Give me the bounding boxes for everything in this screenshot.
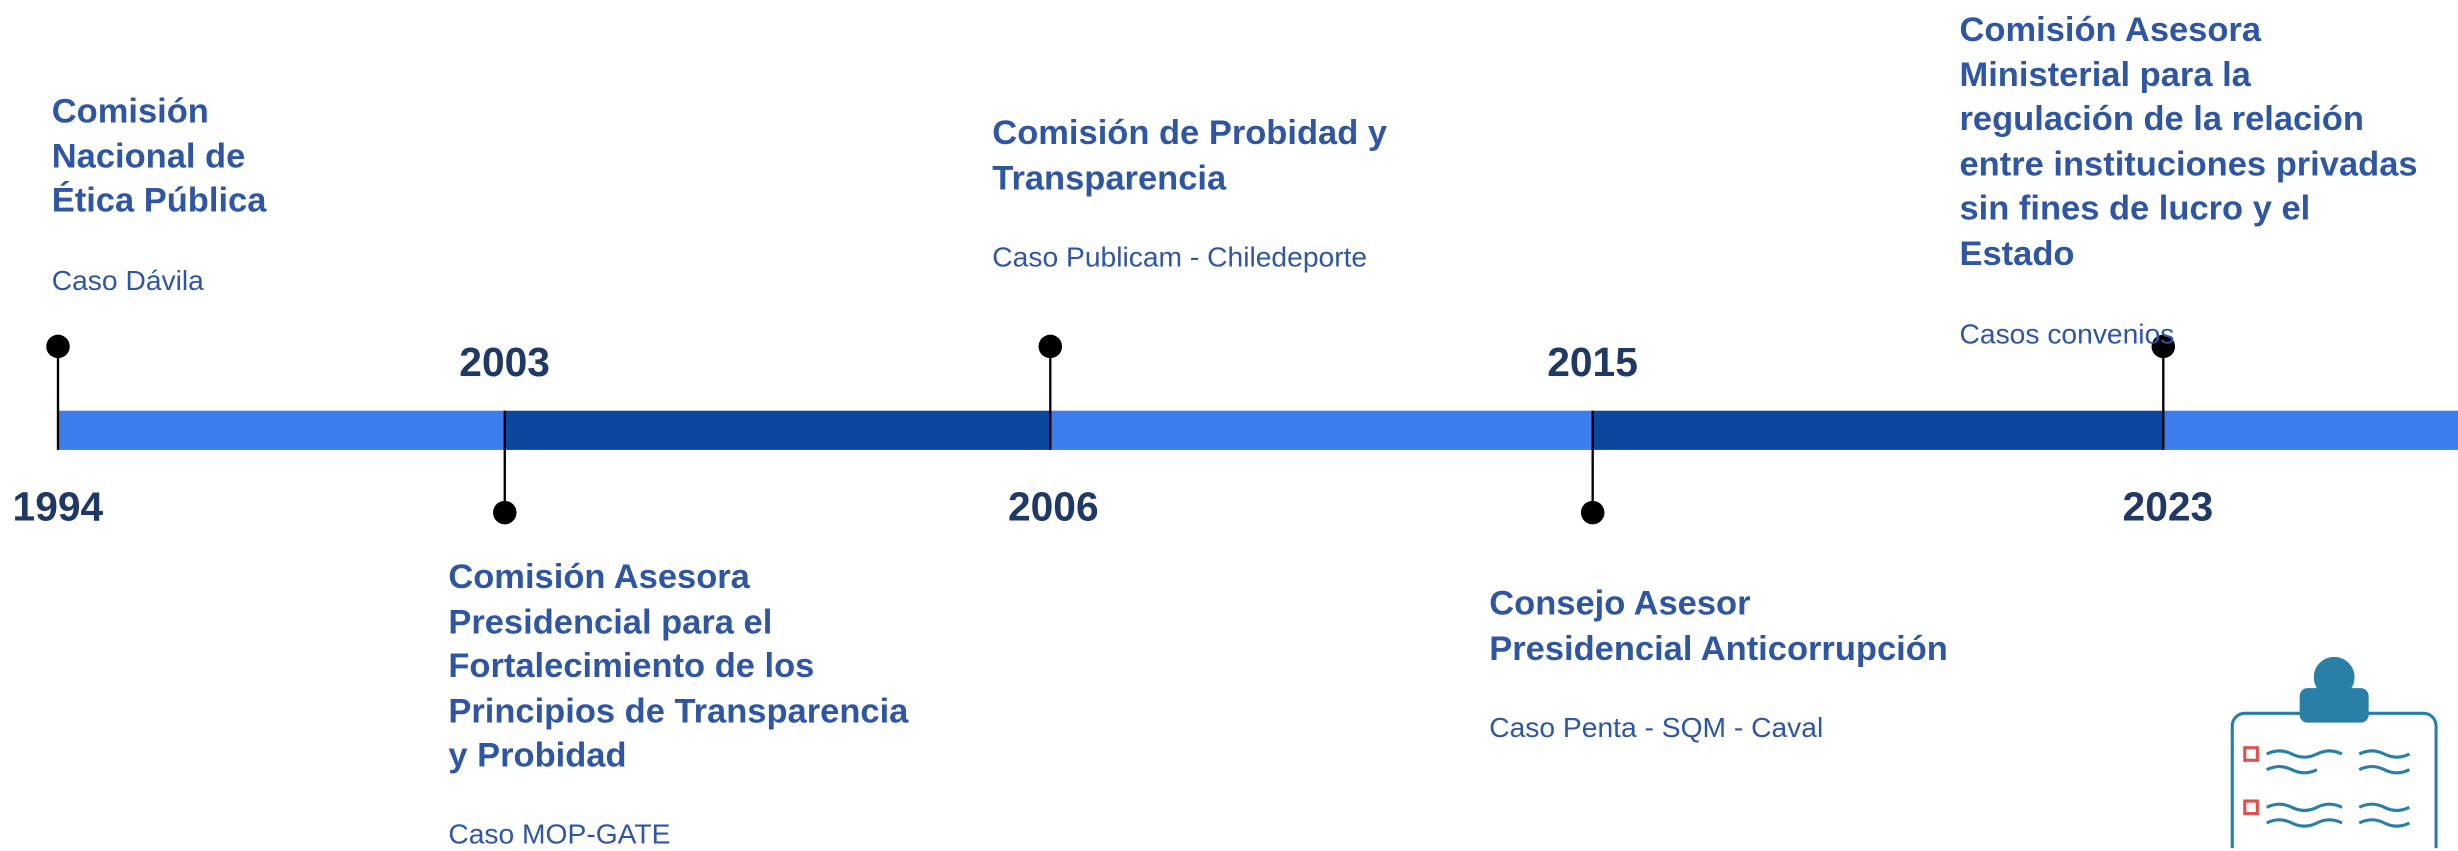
event-subtitle: Caso Publicam - Chiledeporte [992, 241, 1368, 273]
event-subtitle: Caso Penta - SQM - Caval [1489, 711, 1824, 744]
event-subtitle: Casos convenios [1959, 318, 2175, 350]
event-title: Principios de Transparencia [448, 690, 909, 730]
event-year: 2006 [1007, 482, 1099, 530]
event-title: Comisión [51, 90, 209, 131]
event-title: sin fines de lucro y el [1959, 188, 2311, 228]
bar-segment [504, 410, 1051, 450]
event-year: 1994 [12, 482, 104, 530]
event-title: Estado [1959, 232, 2075, 272]
event-title: Fortalecimiento de los [448, 645, 815, 686]
event-dot [493, 500, 517, 525]
event-year: 2023 [2122, 482, 2214, 530]
event-title: Comisión Asesora [1959, 9, 2262, 49]
event-title: regulación de la relación [1959, 98, 2364, 138]
event-title: Comisión de Probidad y [992, 112, 1388, 153]
event-dot [1038, 334, 1063, 359]
event-title: Comisión Asesora [448, 556, 750, 596]
event-dot [46, 334, 70, 359]
event-title: Consejo Asesor [1489, 583, 1751, 623]
event-title: Transparencia [992, 157, 1227, 197]
event-title: entre instituciones privadas [1959, 143, 2418, 183]
event-title: y Probidad [448, 735, 627, 775]
bar-segment [58, 410, 505, 450]
event-year: 2003 [459, 338, 550, 386]
event-dot [2151, 334, 2176, 359]
event-dot [1580, 500, 1605, 525]
event-title: Ministerial para la [1959, 54, 2251, 94]
bar-segment [2163, 410, 2458, 450]
event-subtitle: Caso Dávila [51, 264, 204, 297]
event-title: Ética Pública [51, 180, 267, 220]
event-year: 2015 [1547, 338, 1638, 386]
event-subtitle: Caso MOP-GATE [448, 818, 671, 850]
event-title: Nacional de [51, 135, 246, 175]
event-title: Presidencial para el [448, 601, 773, 641]
bar-segment [1050, 410, 1593, 450]
event-title: Presidencial Anticorrupción [1489, 627, 1948, 668]
clipboard-icon [2230, 656, 2438, 849]
bar-segment [1592, 410, 2164, 450]
